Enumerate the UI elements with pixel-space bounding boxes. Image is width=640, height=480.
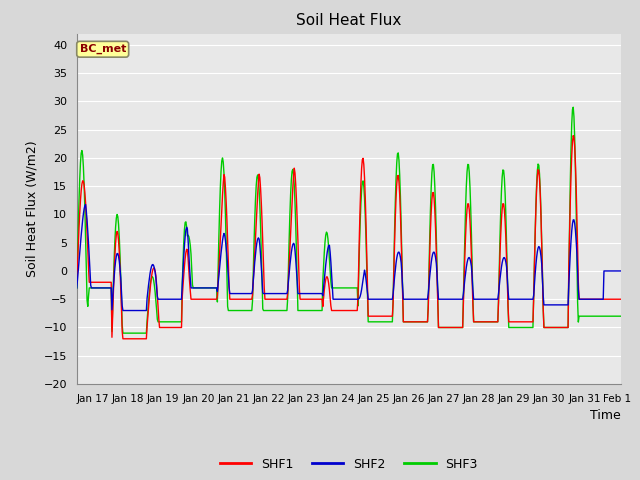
Text: BC_met: BC_met (79, 44, 126, 54)
Legend: SHF1, SHF2, SHF3: SHF1, SHF2, SHF3 (214, 453, 483, 476)
X-axis label: Time: Time (590, 409, 621, 422)
Title: Soil Heat Flux: Soil Heat Flux (296, 13, 401, 28)
Y-axis label: Soil Heat Flux (W/m2): Soil Heat Flux (W/m2) (25, 141, 38, 277)
